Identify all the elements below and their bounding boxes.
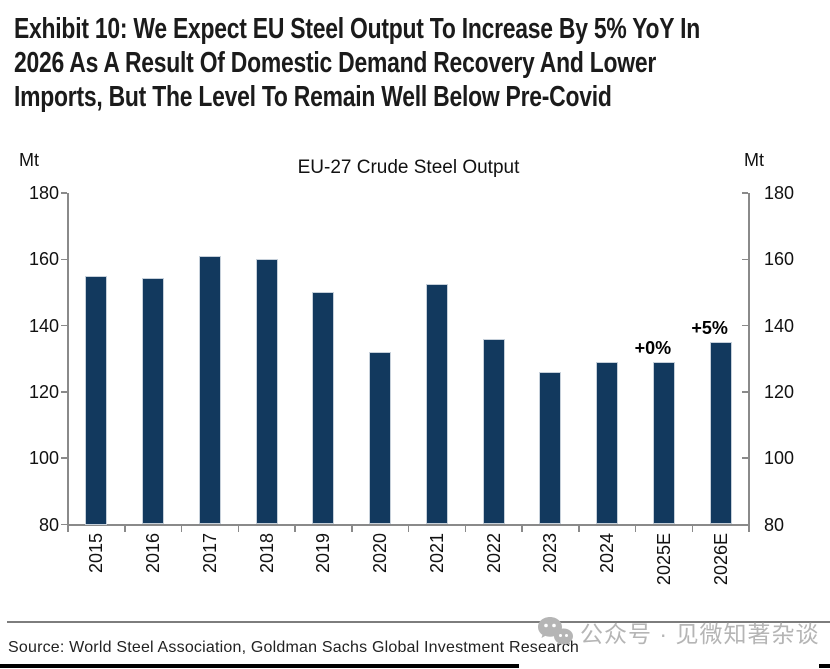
chart-title: EU-27 Crude Steel Output xyxy=(297,157,520,178)
bar xyxy=(312,292,335,525)
x-axis-label: 2020 xyxy=(370,533,391,574)
x-axis-label: 2025E xyxy=(653,533,674,586)
x-tick xyxy=(237,525,239,532)
x-tick xyxy=(464,525,466,532)
y-axis-right xyxy=(747,193,750,527)
y-axis-tick-label: 140 xyxy=(764,315,795,336)
x-axis-label: 2021 xyxy=(426,533,447,574)
footer-divider xyxy=(7,621,830,623)
x-axis-label: 2016 xyxy=(143,533,164,574)
y-axis-tick-label: 160 xyxy=(28,249,59,270)
x-tick xyxy=(351,525,353,532)
y-tick-right xyxy=(742,523,748,526)
bar xyxy=(255,259,278,525)
bar xyxy=(85,275,108,525)
y-axis-tick-label: 120 xyxy=(764,381,795,402)
x-axis-label: 2026E xyxy=(710,533,731,586)
y-tick-right xyxy=(742,391,748,393)
bar xyxy=(539,372,562,525)
x-tick xyxy=(634,525,637,532)
y-axis-tick-label: 80 xyxy=(38,514,59,535)
y-tick-left xyxy=(61,457,67,459)
x-tick xyxy=(578,525,580,532)
x-axis-label: 2017 xyxy=(199,533,220,574)
y-tick-left xyxy=(61,324,67,327)
x-tick xyxy=(691,525,693,532)
x-axis-label: 2018 xyxy=(256,533,277,574)
x-tick xyxy=(67,525,69,532)
bottom-rule-left xyxy=(0,664,519,668)
y-axis-tick-label: 160 xyxy=(764,249,795,270)
x-tick xyxy=(180,525,183,532)
bottom-rule-right xyxy=(819,664,830,668)
y-tick-left xyxy=(61,391,67,393)
bar xyxy=(652,362,675,525)
x-axis-label: 2023 xyxy=(540,533,561,574)
watermark-text: 公众号 · 见微知著杂谈 xyxy=(580,621,820,647)
x-axis-label: 2024 xyxy=(597,533,618,574)
x-axis-label: 2022 xyxy=(483,533,504,574)
y-axis-tick-label: 100 xyxy=(764,448,795,469)
bar-annotation: +5% xyxy=(691,318,728,339)
bar-annotation: +0% xyxy=(634,338,672,359)
x-tick xyxy=(294,525,296,532)
right-axis-unit-label: Mt xyxy=(744,150,764,170)
x-tick xyxy=(521,525,523,532)
x-axis xyxy=(66,523,749,526)
x-axis-label: 2019 xyxy=(313,533,334,574)
y-tick-right xyxy=(742,192,748,194)
y-tick-left xyxy=(61,192,67,194)
watermark: 公众号 · 见微知著杂谈 xyxy=(536,615,819,649)
bar xyxy=(369,352,392,525)
y-axis-tick-label: 120 xyxy=(28,381,59,402)
exhibit-title: Exhibit 10: We Expect EU Steel Output To… xyxy=(14,13,700,113)
bar xyxy=(709,342,732,525)
x-tick xyxy=(407,525,410,532)
bar xyxy=(482,338,505,525)
y-axis-tick-label: 80 xyxy=(764,514,785,535)
source-text: Source: World Steel Association, Goldman… xyxy=(8,639,580,656)
bar xyxy=(425,284,448,525)
y-axis-tick-label: 140 xyxy=(28,315,59,336)
bar xyxy=(198,255,221,525)
y-tick-right xyxy=(742,324,748,327)
y-axis-left xyxy=(66,193,69,527)
bar xyxy=(142,277,165,525)
y-axis-tick-label: 180 xyxy=(764,183,795,203)
y-tick-left xyxy=(61,523,67,526)
wechat-icon xyxy=(538,617,573,645)
left-axis-unit-label: Mt xyxy=(19,150,39,170)
bar xyxy=(596,362,619,525)
y-tick-left xyxy=(61,258,67,261)
y-tick-right xyxy=(742,457,748,459)
y-tick-right xyxy=(742,258,748,261)
y-axis-tick-label: 100 xyxy=(28,448,59,469)
y-axis-tick-label: 180 xyxy=(28,183,59,203)
x-axis-label: 2015 xyxy=(86,533,107,574)
x-tick xyxy=(748,525,750,532)
x-tick xyxy=(124,525,126,532)
